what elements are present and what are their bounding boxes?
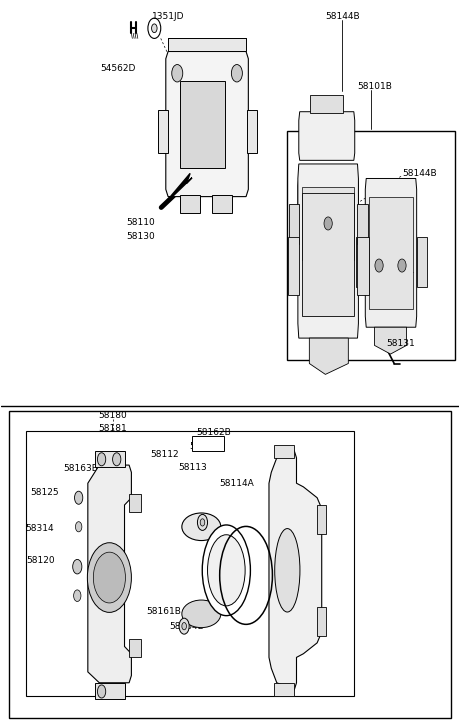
Bar [368, 196, 412, 309]
Text: 58314: 58314 [25, 524, 54, 534]
Text: 1351JD: 1351JD [151, 12, 184, 21]
Polygon shape [297, 164, 358, 338]
Bar [302, 187, 353, 260]
Circle shape [148, 18, 160, 39]
Text: 58164E: 58164E [169, 622, 203, 630]
Text: 58163B: 58163B [63, 465, 98, 473]
Text: 58112: 58112 [150, 450, 179, 459]
Bar [246, 110, 256, 153]
Bar [302, 193, 353, 316]
Circle shape [374, 259, 382, 272]
Bar [357, 236, 368, 294]
Text: 58131: 58131 [386, 339, 414, 348]
Circle shape [181, 622, 186, 630]
Bar [316, 606, 325, 635]
Polygon shape [306, 270, 347, 300]
Text: 58162B: 58162B [196, 428, 231, 437]
Ellipse shape [181, 513, 220, 541]
Text: 58180: 58180 [99, 411, 127, 420]
Bar [273, 683, 294, 696]
Text: 58113: 58113 [178, 464, 206, 473]
Bar [26, 431, 353, 696]
Bar [179, 81, 225, 168]
Bar [416, 236, 426, 287]
Circle shape [87, 543, 131, 612]
Polygon shape [364, 178, 416, 327]
Ellipse shape [202, 525, 250, 616]
Text: 58164E: 58164E [190, 439, 224, 448]
Polygon shape [308, 338, 347, 374]
Circle shape [179, 618, 189, 634]
Bar [157, 110, 167, 153]
Text: 54562D: 54562D [100, 64, 135, 73]
Bar [211, 195, 232, 212]
Text: 58120: 58120 [27, 556, 55, 566]
Text: 58110: 58110 [126, 217, 155, 227]
Ellipse shape [181, 600, 220, 627]
Polygon shape [374, 327, 406, 354]
Polygon shape [165, 52, 248, 196]
Bar [273, 445, 294, 458]
Bar [95, 451, 124, 467]
Text: 58181: 58181 [99, 425, 127, 433]
Circle shape [73, 559, 82, 574]
Text: 58114A: 58114A [219, 478, 254, 488]
Text: 58164E: 58164E [189, 442, 223, 451]
Text: 58125: 58125 [30, 488, 58, 497]
Circle shape [97, 685, 106, 698]
Circle shape [73, 590, 81, 601]
Text: 58130: 58130 [126, 232, 155, 241]
Bar [9, 411, 450, 718]
Circle shape [151, 24, 157, 33]
Bar [288, 204, 298, 244]
Bar [287, 132, 454, 360]
Circle shape [323, 217, 331, 230]
Circle shape [74, 491, 83, 505]
Circle shape [197, 515, 207, 531]
Polygon shape [297, 177, 358, 270]
Ellipse shape [207, 535, 245, 606]
Bar [357, 204, 367, 244]
Circle shape [171, 65, 182, 82]
Text: 58131: 58131 [386, 266, 414, 275]
Polygon shape [269, 451, 321, 690]
Circle shape [93, 553, 125, 603]
Circle shape [231, 65, 242, 82]
Polygon shape [161, 174, 191, 207]
Bar [316, 505, 325, 534]
Text: 58101B: 58101B [356, 82, 391, 91]
Bar [192, 436, 223, 451]
Circle shape [97, 453, 106, 466]
Bar [95, 683, 124, 699]
Text: 58144B: 58144B [401, 169, 436, 178]
Bar [287, 236, 298, 294]
Circle shape [397, 259, 405, 272]
Bar [129, 639, 140, 657]
Text: 58161B: 58161B [146, 607, 180, 616]
Polygon shape [88, 465, 131, 683]
Text: 58144B: 58144B [325, 12, 359, 21]
Bar [355, 236, 365, 287]
Bar [129, 494, 140, 513]
Bar [309, 95, 342, 113]
Bar [168, 39, 246, 52]
Circle shape [75, 522, 82, 532]
Circle shape [112, 453, 121, 466]
Polygon shape [298, 112, 354, 161]
Ellipse shape [274, 529, 299, 612]
Circle shape [200, 519, 204, 526]
Bar [179, 195, 200, 212]
